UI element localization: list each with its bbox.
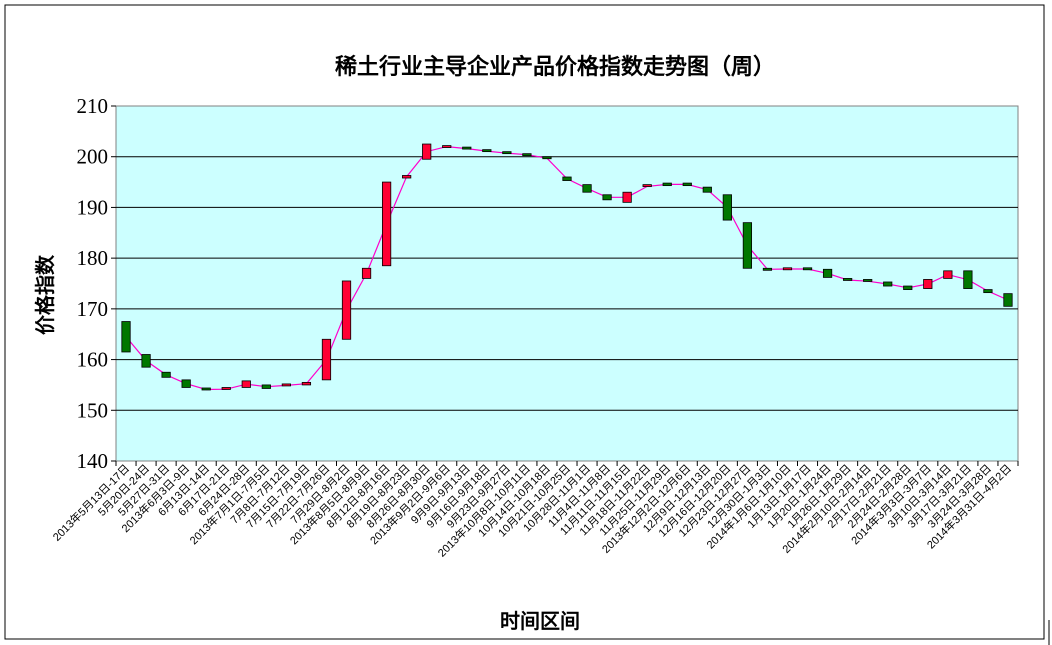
candle [782, 267, 793, 271]
candle [1003, 293, 1013, 307]
candle [502, 151, 512, 155]
y-tick-label: 210 [77, 94, 109, 118]
chart-title: 稀土行业主导企业产品价格指数走势图（周） [335, 54, 775, 80]
candle [702, 186, 712, 193]
candle [201, 387, 211, 391]
plot-area [115, 105, 1019, 462]
candle [442, 145, 452, 148]
candle [642, 184, 652, 188]
y-tick-label: 180 [77, 246, 109, 270]
candle [983, 289, 993, 294]
candle [622, 191, 632, 203]
candle [281, 383, 291, 387]
x-axis-label: 时间区间 [500, 609, 580, 633]
candle [742, 222, 753, 269]
candle [422, 143, 432, 160]
candle [943, 270, 953, 279]
candle [582, 184, 592, 193]
candle [462, 146, 472, 150]
candle [241, 380, 251, 388]
candles [121, 143, 1013, 391]
candle [883, 281, 893, 287]
candle [802, 267, 813, 271]
y-tick-label: 140 [77, 449, 109, 473]
candle [843, 278, 853, 281]
candle [482, 149, 492, 153]
y-axis-ticks: 140 150 160 170 180 190 200 210 [77, 94, 116, 473]
candle [562, 176, 572, 181]
candle [602, 194, 612, 201]
y-tick-label: 160 [77, 348, 109, 372]
candle [121, 321, 131, 353]
candle [903, 285, 913, 290]
candle [402, 175, 412, 179]
candle [361, 267, 372, 279]
candle [542, 156, 552, 160]
candle [682, 182, 692, 187]
candle [141, 354, 151, 368]
candle [341, 280, 352, 340]
candle [863, 279, 873, 282]
candle [923, 279, 933, 289]
y-tick-label: 150 [77, 398, 109, 422]
y-tick-label: 170 [77, 297, 109, 321]
candle [822, 268, 833, 278]
candle [662, 182, 672, 187]
candle [181, 379, 191, 388]
candle [963, 270, 973, 289]
candle [301, 381, 312, 386]
candle [321, 338, 332, 381]
y-axis-label: 价格指数 [33, 254, 57, 335]
candle [261, 384, 271, 389]
candle [722, 194, 732, 221]
candle [522, 153, 532, 157]
y-tick-label: 200 [77, 145, 109, 169]
y-tick-label: 190 [77, 195, 109, 219]
candle [221, 387, 231, 390]
candle [161, 371, 171, 378]
candle [762, 267, 773, 271]
candle [381, 181, 392, 267]
grid [116, 156, 1018, 411]
